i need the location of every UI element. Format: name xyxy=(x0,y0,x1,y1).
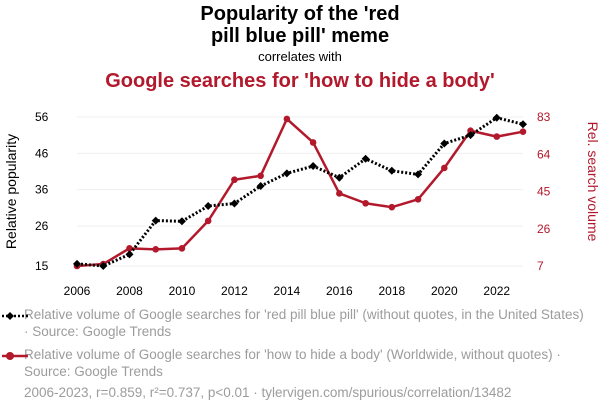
series-1-point xyxy=(256,182,265,191)
series-1-point xyxy=(282,169,291,178)
y-right-axis-title: Rel. search volume xyxy=(585,122,600,242)
x-tick-label: 2010 xyxy=(169,284,196,298)
series-1-point xyxy=(387,166,396,175)
series-2-point xyxy=(414,196,422,203)
footer-caption: 2006-2023, r=0.859, r²=0.737, p<0.01 · t… xyxy=(24,385,512,400)
chart-title-line-2: pill blue pill' meme xyxy=(210,25,390,47)
series-2-point xyxy=(231,176,238,184)
series-2-point xyxy=(309,139,317,146)
series-2-point xyxy=(467,127,474,135)
y-right-tick-label: 64 xyxy=(537,147,551,161)
series-1-point xyxy=(466,131,475,140)
x-tick-label: 2016 xyxy=(326,284,353,298)
y-left-tick-label: 36 xyxy=(35,183,49,197)
series-2-point xyxy=(283,115,291,123)
series-2-point xyxy=(126,245,133,252)
series-2-point xyxy=(440,164,448,172)
x-tick-label: 2022 xyxy=(483,284,510,298)
y-right-tick-label: 83 xyxy=(537,110,551,124)
chart-title-line-3: Google searches for 'how to hide a body' xyxy=(105,70,495,92)
series-1-point xyxy=(125,250,134,259)
y-right-tick-label: 45 xyxy=(537,185,551,199)
series-1-point xyxy=(177,217,186,226)
x-tick-label: 2008 xyxy=(116,284,143,298)
series-1-point xyxy=(151,216,160,225)
x-tick-label: 2018 xyxy=(378,284,405,298)
legend-label-series-2: Relative volume of Google searches for '… xyxy=(24,347,561,379)
chart-title-line-1: Popularity of the 'red xyxy=(200,3,400,25)
legend-label-series-1: Relative volume of Google searches for '… xyxy=(24,307,584,339)
series-2-point xyxy=(362,199,369,207)
x-tick-label: 2012 xyxy=(221,284,248,298)
y-left-tick-label: 15 xyxy=(35,259,49,273)
series-1-point xyxy=(414,170,423,179)
y-left-tick-label: 56 xyxy=(35,110,49,124)
series-2-point xyxy=(204,217,212,225)
y-right-tick-label: 7 xyxy=(537,259,544,273)
legend-symbol-series-2 xyxy=(2,352,28,360)
y-right-tick-label: 26 xyxy=(537,222,551,236)
correlates-with-text: correlates with xyxy=(258,49,342,64)
x-tick-label: 2014 xyxy=(274,284,301,298)
series-1-point xyxy=(335,173,344,182)
x-tick-label: 2006 xyxy=(64,284,91,298)
legend-symbol-series-1 xyxy=(2,312,28,320)
series-2-point xyxy=(336,190,343,197)
series-1-point xyxy=(361,154,370,163)
series-2-point xyxy=(519,128,527,136)
series-1-point xyxy=(204,202,213,211)
series-1-line xyxy=(76,116,524,268)
y-left-axis-title: Relative popularity xyxy=(3,134,19,249)
series-2-point xyxy=(388,203,396,211)
series-1-point xyxy=(440,139,449,148)
y-left-tick-label: 46 xyxy=(35,146,49,160)
series-1-point xyxy=(230,199,239,208)
series-2-point xyxy=(257,172,264,180)
legend-entry-series-1: Relative volume of Google searches for '… xyxy=(2,306,584,340)
series-1-point xyxy=(309,162,318,171)
series-2-line xyxy=(76,117,524,268)
legend-entry-series-2: Relative volume of Google searches for '… xyxy=(2,346,584,380)
series-2-point xyxy=(152,246,160,253)
series-1-point xyxy=(99,262,108,270)
series-1-point xyxy=(492,113,501,122)
x-tick-label: 2020 xyxy=(431,284,458,298)
y-left-tick-label: 26 xyxy=(35,219,49,233)
series-1-point xyxy=(519,120,527,129)
series-1-point xyxy=(73,259,81,268)
series-2-point xyxy=(493,133,501,140)
series-2-point xyxy=(178,245,186,252)
chart-area: 15 26 36 46 56 7 26 45 64 83 2006 2008 2010 2012 2014 2… xyxy=(3,110,600,298)
